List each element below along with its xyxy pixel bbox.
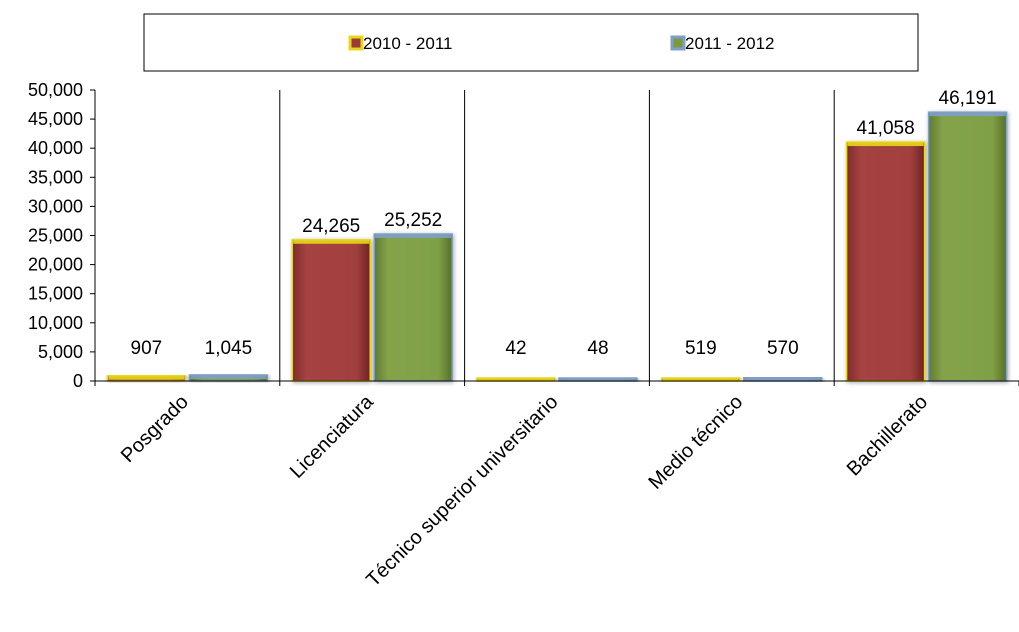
bar-body bbox=[291, 239, 371, 382]
data-label: 42 bbox=[505, 338, 526, 359]
legend-box bbox=[143, 13, 919, 72]
y-tick-label: 50,000 bbox=[28, 80, 83, 100]
data-label: 41,058 bbox=[857, 118, 915, 139]
bar-2-0 bbox=[188, 374, 269, 382]
data-label: 1,045 bbox=[205, 338, 253, 359]
legend-swatch-series-2 bbox=[670, 35, 686, 51]
data-label: 25,252 bbox=[384, 210, 442, 231]
bar-top-edge bbox=[190, 374, 267, 379]
bar-top-edge bbox=[108, 375, 185, 380]
x-tick-label: Posgrado bbox=[117, 391, 193, 467]
data-label: 46,191 bbox=[939, 88, 997, 109]
bar-body bbox=[373, 233, 453, 382]
bar-top-edge bbox=[560, 378, 636, 381]
gridlines bbox=[279, 90, 835, 381]
y-tick-label: 20,000 bbox=[28, 255, 83, 275]
bar-body bbox=[927, 111, 1008, 382]
bar-top-edge bbox=[478, 378, 554, 381]
bar-top-edge bbox=[847, 142, 924, 147]
y-tick-label: 35,000 bbox=[28, 167, 83, 187]
bar-top-edge bbox=[375, 234, 452, 239]
bar-top-edge bbox=[744, 377, 821, 381]
bar-1-4 bbox=[845, 141, 926, 382]
data-labels: 907 1,045 24,265 25,252 42 48 519 570 41,058 46,1… bbox=[131, 88, 997, 359]
data-label: 519 bbox=[685, 338, 717, 359]
legend-label-series-1: 2010 - 2011 bbox=[363, 34, 452, 53]
y-tick-label: 30,000 bbox=[28, 196, 83, 216]
bar-1-1 bbox=[291, 239, 371, 382]
x-tick-label: Medio técnico bbox=[645, 391, 748, 494]
legend: 2010 - 2011 2011 - 2012 bbox=[143, 13, 919, 72]
y-tick-label: 15,000 bbox=[28, 284, 83, 304]
y-tick-label: 25,000 bbox=[28, 226, 83, 246]
y-tick-label: 0 bbox=[73, 371, 83, 391]
y-tick-label: 10,000 bbox=[28, 313, 83, 333]
x-tick-label: Bachillerato bbox=[843, 391, 932, 480]
bar-1-0 bbox=[106, 374, 187, 382]
legend-label-series-2: 2011 - 2012 bbox=[685, 34, 774, 53]
legend-item-series-2: 2011 - 2012 bbox=[670, 34, 774, 53]
bar-top-edge bbox=[293, 239, 370, 244]
bar-2-4 bbox=[927, 111, 1008, 382]
data-label: 907 bbox=[131, 338, 163, 359]
bar-top-edge bbox=[929, 112, 1006, 117]
y-tick-label: 5,000 bbox=[38, 342, 83, 362]
y-tick-label: 40,000 bbox=[28, 138, 83, 158]
legend-swatch-series-1 bbox=[348, 35, 364, 51]
x-tick-label: Técnico superior universitario bbox=[362, 391, 562, 591]
y-tick-label: 45,000 bbox=[28, 109, 83, 129]
x-tick-label: Licenciatura bbox=[286, 390, 378, 482]
data-label: 24,265 bbox=[302, 216, 360, 237]
bar-top-edge bbox=[662, 377, 739, 381]
legend-item-series-1: 2010 - 2011 bbox=[348, 34, 452, 53]
data-label: 48 bbox=[587, 338, 608, 359]
bar-2-1 bbox=[373, 233, 453, 382]
data-label: 570 bbox=[767, 338, 799, 359]
bar-body bbox=[845, 141, 926, 382]
